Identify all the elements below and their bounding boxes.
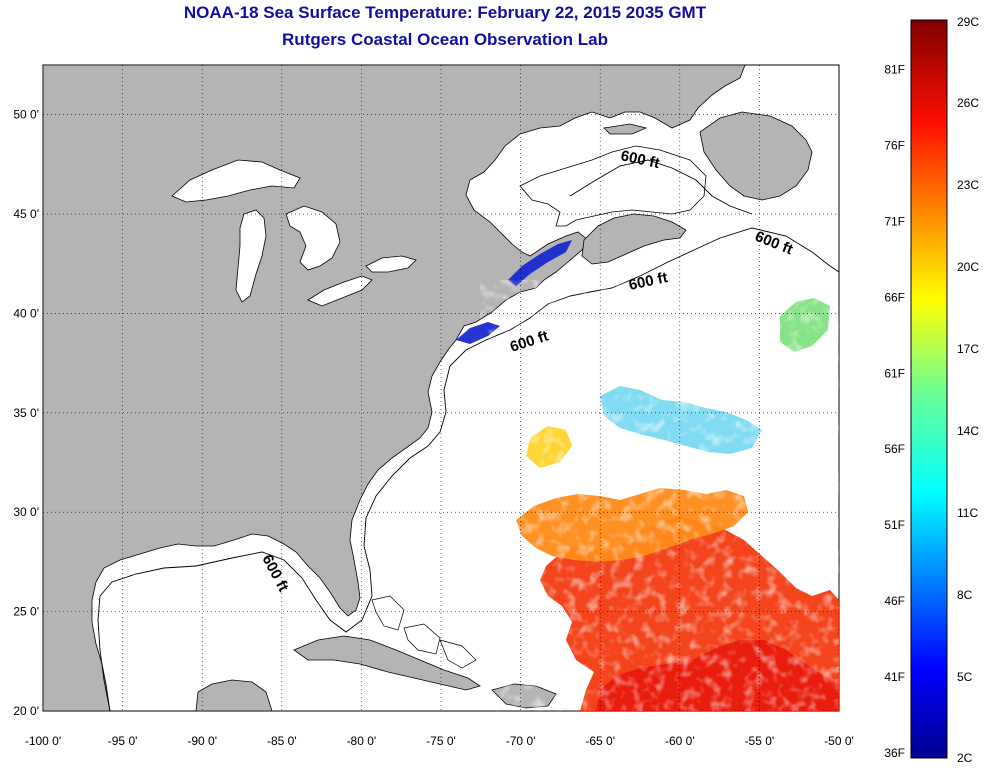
latitude-axis: 20 0' 25 0' 30 0' 35 0' 40 0' 45 0' 50 0' bbox=[13, 108, 39, 718]
map-graticule bbox=[42, 65, 840, 712]
colorbar-fahrenheit-label: 71F bbox=[884, 214, 905, 228]
longitude-tick-label: -80 0' bbox=[347, 734, 377, 748]
map-subtitle: Rutgers Coastal Ocean Observation Lab bbox=[282, 30, 608, 49]
latitude-tick-label: 20 0' bbox=[13, 704, 39, 718]
colorbar-celsius-label: 26C bbox=[957, 96, 979, 110]
colorbar-celsius-label: 14C bbox=[957, 424, 979, 438]
latitude-tick-label: 30 0' bbox=[13, 505, 39, 519]
colorbar-celsius-label: 5C bbox=[957, 670, 973, 684]
lake-erie bbox=[307, 275, 373, 307]
yucatan-land bbox=[195, 679, 273, 711]
longitude-tick-label: -55 0' bbox=[745, 734, 775, 748]
latitude-tick-label: 25 0' bbox=[13, 605, 39, 619]
shelf-contour-600ft bbox=[97, 227, 839, 711]
longitude-tick-label: -95 0' bbox=[108, 734, 138, 748]
shelf-contour-gulf bbox=[569, 159, 753, 215]
anticosti-land bbox=[603, 123, 648, 135]
colorbar-fahrenheit-label: 51F bbox=[884, 518, 905, 532]
latitude-tick-label: 40 0' bbox=[13, 306, 39, 320]
colorbar-celsius-label: 23C bbox=[957, 178, 979, 192]
lake-huron bbox=[285, 205, 341, 271]
colorbar-celsius-label: 17C bbox=[957, 342, 979, 356]
colorbar-celsius-label: 8C bbox=[957, 588, 973, 602]
colorbar-gradient bbox=[910, 19, 948, 759]
longitude-tick-label: -65 0' bbox=[585, 734, 615, 748]
longitude-axis: -100 0' -95 0' -90 0' -85 0' -80 0' -75 0' -70… bbox=[25, 734, 854, 748]
colorbar-fahrenheit-label: 41F bbox=[884, 670, 905, 684]
colorbar-celsius-label: 20C bbox=[957, 260, 979, 274]
colorbar-fahrenheit-label: 66F bbox=[884, 290, 905, 304]
colorbar-celsius-label: 11C bbox=[957, 506, 978, 520]
map-title: NOAA-18 Sea Surface Temperature: Februar… bbox=[183, 3, 707, 22]
colorbar-fahrenheit-label: 76F bbox=[884, 139, 905, 153]
longitude-tick-label: -90 0' bbox=[187, 734, 217, 748]
colorbar-celsius-label: 29C bbox=[957, 15, 979, 29]
colorbar-fahrenheit-label: 56F bbox=[884, 442, 905, 456]
longitude-tick-label: -75 0' bbox=[426, 734, 456, 748]
map-content bbox=[43, 65, 839, 711]
colorbar-labels: 29C 26C 23C 20C 17C 14C 11C 8C 5C 2C 81F 76F 71F 66F 6… bbox=[884, 15, 979, 765]
latitude-tick-label: 35 0' bbox=[13, 406, 39, 420]
colorbar-celsius-label: 2C bbox=[957, 751, 973, 765]
lake-michigan bbox=[235, 209, 267, 303]
colorbar-fahrenheit-label: 46F bbox=[884, 594, 905, 608]
longitude-tick-label: -70 0' bbox=[506, 734, 536, 748]
lake-ontario bbox=[365, 255, 417, 273]
longitude-tick-label: -50 0' bbox=[824, 734, 854, 748]
longitude-tick-label: -60 0' bbox=[665, 734, 695, 748]
newfoundland-land bbox=[699, 111, 813, 201]
latitude-tick-label: 50 0' bbox=[13, 108, 39, 122]
latitude-tick-label: 45 0' bbox=[13, 207, 39, 221]
sst-swath-blue-coastal bbox=[456, 240, 572, 344]
longitude-tick-label: -85 0' bbox=[267, 734, 297, 748]
colorbar-fahrenheit-label: 61F bbox=[884, 366, 905, 380]
bahamas-outline bbox=[371, 595, 477, 669]
longitude-tick-label: -100 0' bbox=[25, 734, 61, 748]
lake-superior bbox=[171, 159, 301, 203]
colorbar-fahrenheit-label: 81F bbox=[884, 63, 905, 77]
colorbar-fahrenheit-label: 36F bbox=[884, 746, 905, 760]
